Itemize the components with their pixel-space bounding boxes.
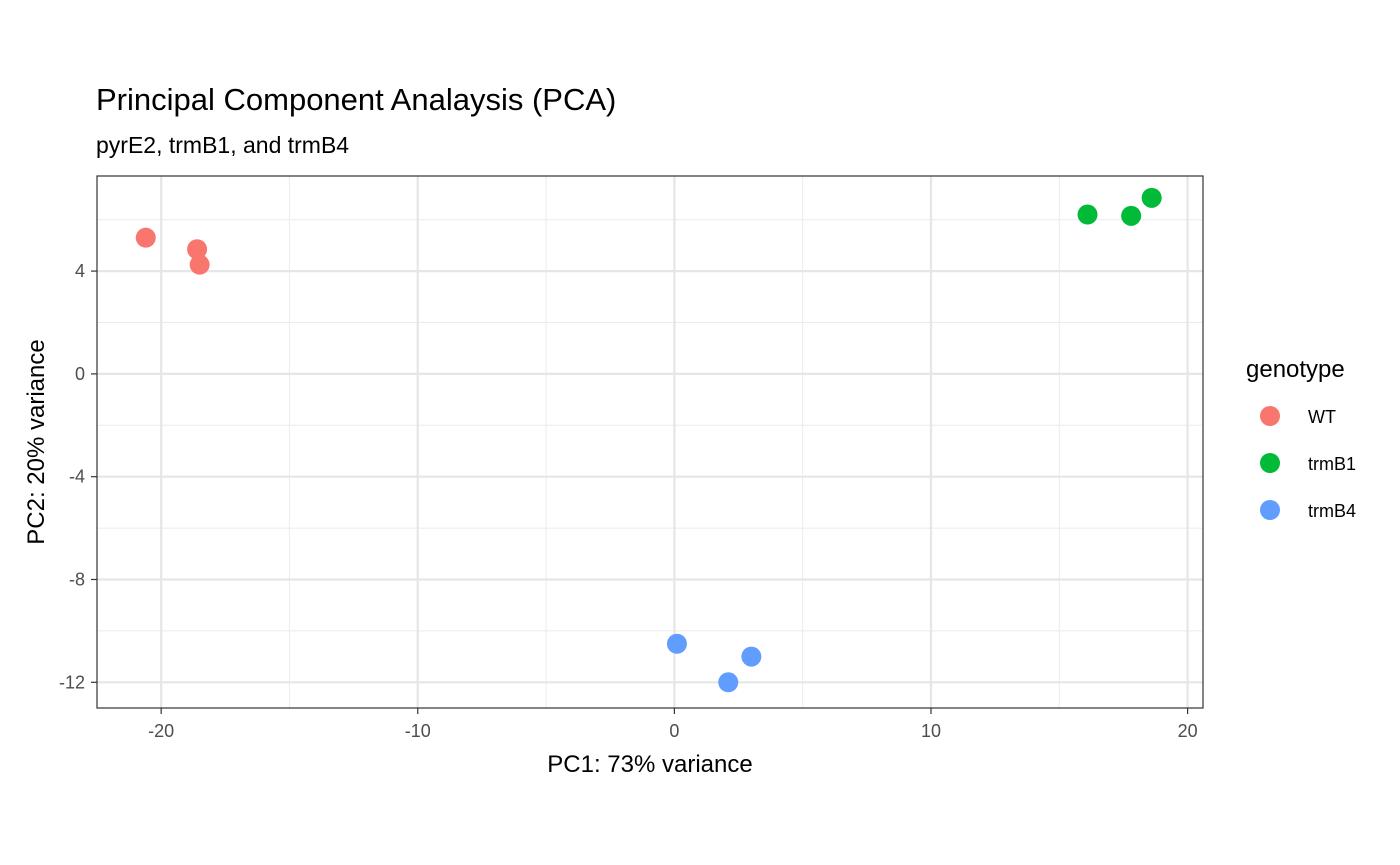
- x-tick-label: 10: [921, 721, 941, 741]
- x-tick-label: -20: [148, 721, 174, 741]
- y-tick-label: -12: [59, 672, 85, 692]
- y-axis-title: PC2: 20% variance: [23, 339, 50, 544]
- data-point-trmB4: [718, 672, 739, 693]
- data-point-trmB4: [666, 633, 687, 654]
- axis-ticks: -20 -10 0 10 20 -12 -8 -4 0 4: [59, 261, 1198, 741]
- x-tick-label: 0: [669, 721, 679, 741]
- grid: [97, 176, 1203, 708]
- data-point-trmB1: [1121, 205, 1142, 226]
- data-point-WT: [135, 227, 156, 248]
- legend: genotype WT trmB1 trmB4: [1246, 356, 1356, 521]
- legend-key-WT: [1260, 406, 1280, 426]
- legend-key-trmB1: [1260, 453, 1280, 473]
- chart-subtitle: pyrE2, trmB1, and trmB4: [96, 132, 350, 158]
- data-point-trmB4: [741, 646, 762, 667]
- data-point-trmB1: [1077, 204, 1098, 225]
- legend-label: trmB4: [1308, 501, 1356, 521]
- y-tick-label: 4: [75, 261, 85, 281]
- data-point-WT: [187, 239, 208, 260]
- chart-title: Principal Component Analaysis (PCA): [96, 82, 617, 117]
- y-tick-label: -4: [69, 467, 85, 487]
- data-point-trmB1: [1141, 187, 1162, 208]
- legend-label: trmB1: [1308, 454, 1356, 474]
- y-tick-label: 0: [75, 364, 85, 384]
- x-tick-label: 20: [1178, 721, 1198, 741]
- legend-key-trmB4: [1260, 500, 1280, 520]
- plot-panel-border: [96, 175, 1204, 709]
- y-tick-label: -8: [69, 569, 85, 589]
- data-points: [135, 187, 1162, 693]
- x-tick-label: -10: [405, 721, 431, 741]
- legend-label: WT: [1308, 407, 1336, 427]
- data-point-WT: [189, 254, 210, 275]
- x-axis-title: PC1: 73% variance: [547, 751, 752, 778]
- legend-title: genotype: [1246, 356, 1345, 383]
